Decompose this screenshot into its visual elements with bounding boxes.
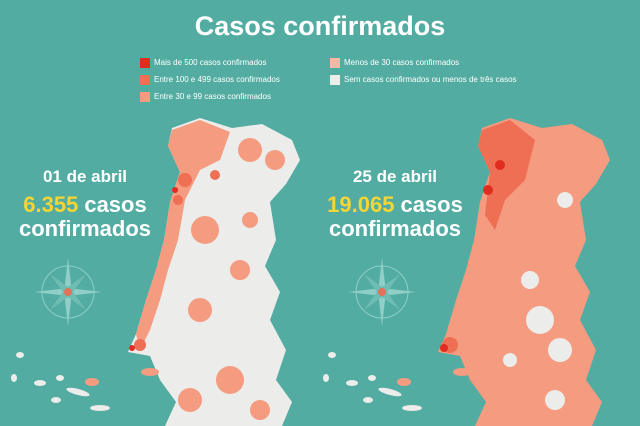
unit-line: confirmados: [329, 216, 461, 241]
count-line: 19.065 casos: [327, 192, 463, 217]
legend-swatch: [330, 75, 340, 85]
count-line: 6.355 casos: [23, 192, 146, 217]
legend-swatch: [140, 58, 150, 68]
map-april-25: [438, 118, 610, 426]
unit: casos: [84, 192, 146, 217]
unit: casos: [400, 192, 462, 217]
legend-label: Menos de 30 casos confirmados: [344, 58, 459, 67]
map-april-1: [128, 118, 300, 426]
case-count: 19.065: [327, 192, 394, 217]
legend-label: Sem casos confirmados ou menos de três c…: [344, 75, 517, 84]
legend-swatch: [140, 75, 150, 85]
date: 01 de abril: [43, 167, 127, 186]
legend-swatch: [140, 92, 150, 102]
case-count: 6.355: [23, 192, 78, 217]
unit-line: confirmados: [19, 216, 151, 241]
legend-label: Mais de 500 casos confirmados: [154, 58, 267, 67]
legend: Mais de 500 casos confirmados Entre 100 e…: [140, 58, 517, 102]
legend-label: Entre 30 e 99 casos confirmados: [154, 92, 271, 101]
title: Casos confirmados: [195, 11, 446, 41]
legend-label: Entre 100 e 499 casos confirmados: [154, 75, 280, 84]
date: 25 de abril: [353, 167, 437, 186]
legend-swatch: [330, 58, 340, 68]
